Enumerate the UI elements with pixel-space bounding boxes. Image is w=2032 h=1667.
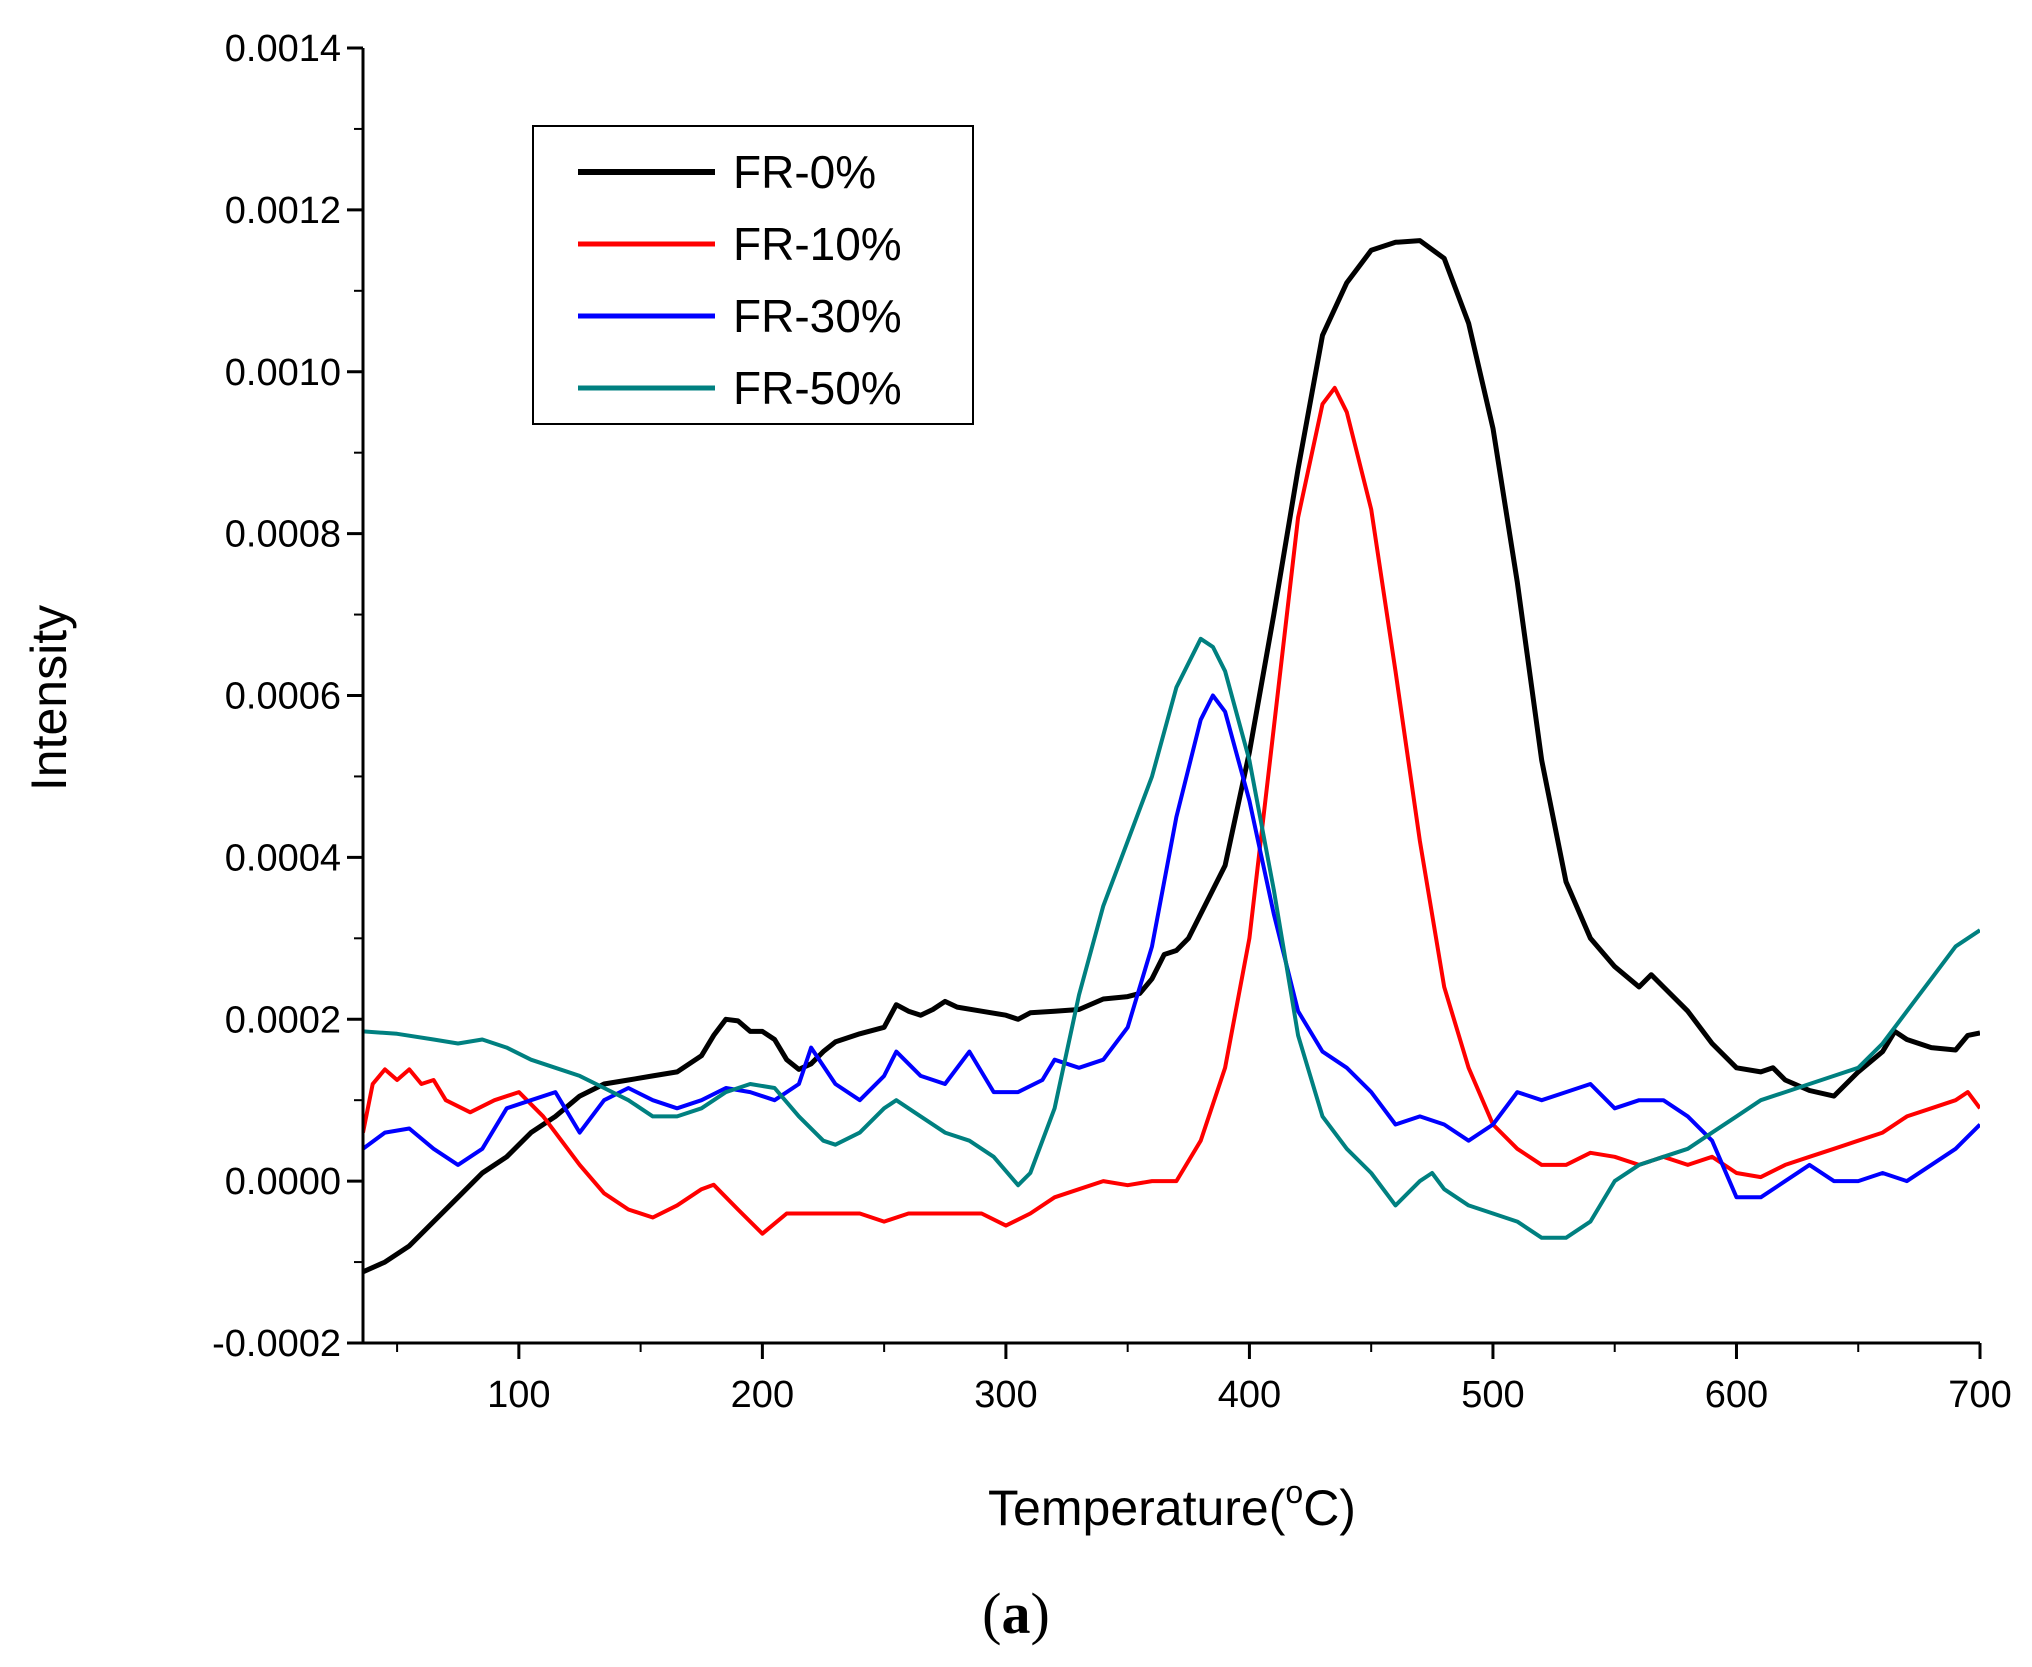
legend-item: FR-50%	[578, 362, 902, 414]
x-axis-title-unit: C)	[1303, 1480, 1356, 1536]
series-line-fr-0pct	[363, 238, 1980, 1275]
legend-label: FR-50%	[733, 362, 902, 414]
x-tick-label: 100	[487, 1374, 550, 1416]
panel-label: (a)	[982, 1581, 1050, 1646]
series-layer	[363, 238, 1980, 1275]
y-tick-label: 0.0002	[225, 999, 341, 1041]
y-tick-label: -0.0002	[212, 1323, 341, 1365]
x-tick-label: 200	[731, 1374, 794, 1416]
panel-label-open: (	[982, 1581, 1001, 1646]
y-tick-label: 0.0004	[225, 837, 341, 879]
legend-label: FR-30%	[733, 290, 902, 342]
legend-item: FR-10%	[578, 218, 902, 270]
series-line-fr-10pct	[363, 385, 1980, 1236]
x-axis-title-degree: o	[1285, 1474, 1303, 1510]
legend-box	[532, 125, 974, 425]
x-axis-title-text: Temperature(	[988, 1480, 1286, 1536]
x-tick-label: 300	[974, 1374, 1037, 1416]
legend-label: FR-10%	[733, 218, 902, 270]
y-axis-title: Intensity	[21, 605, 77, 791]
ticks: -0.0002 0.0000 0.0002 0.0004 0.0006 0.0008 0.0…	[212, 28, 2012, 1416]
x-tick-label: 700	[1948, 1374, 2011, 1416]
y-tick-label: 0.0010	[225, 352, 341, 394]
x-tick-label: 500	[1461, 1374, 1524, 1416]
series-line-fr-30pct	[363, 693, 1980, 1200]
panel-label-close: )	[1031, 1581, 1050, 1646]
legend-item: FR-0%	[578, 146, 876, 198]
panel-label-letter: a	[1002, 1581, 1031, 1646]
y-tick-label: 0.0012	[225, 190, 341, 232]
y-tick-label: 0.0006	[225, 676, 341, 718]
y-tick-label: 0.0014	[225, 28, 341, 70]
x-tick-label: 400	[1218, 1374, 1281, 1416]
legend-item: FR-30%	[578, 290, 902, 342]
series-line-fr-50pct	[363, 636, 1980, 1240]
x-axis-title: Temperature(oC)	[988, 1474, 1356, 1536]
legend: FR-0% FR-10% FR-30% FR-50%	[532, 125, 974, 425]
legend-label: FR-0%	[733, 146, 876, 198]
y-tick-label: 0.0008	[225, 514, 341, 556]
y-tick-label: 0.0000	[225, 1161, 341, 1203]
x-tick-label: 600	[1705, 1374, 1768, 1416]
